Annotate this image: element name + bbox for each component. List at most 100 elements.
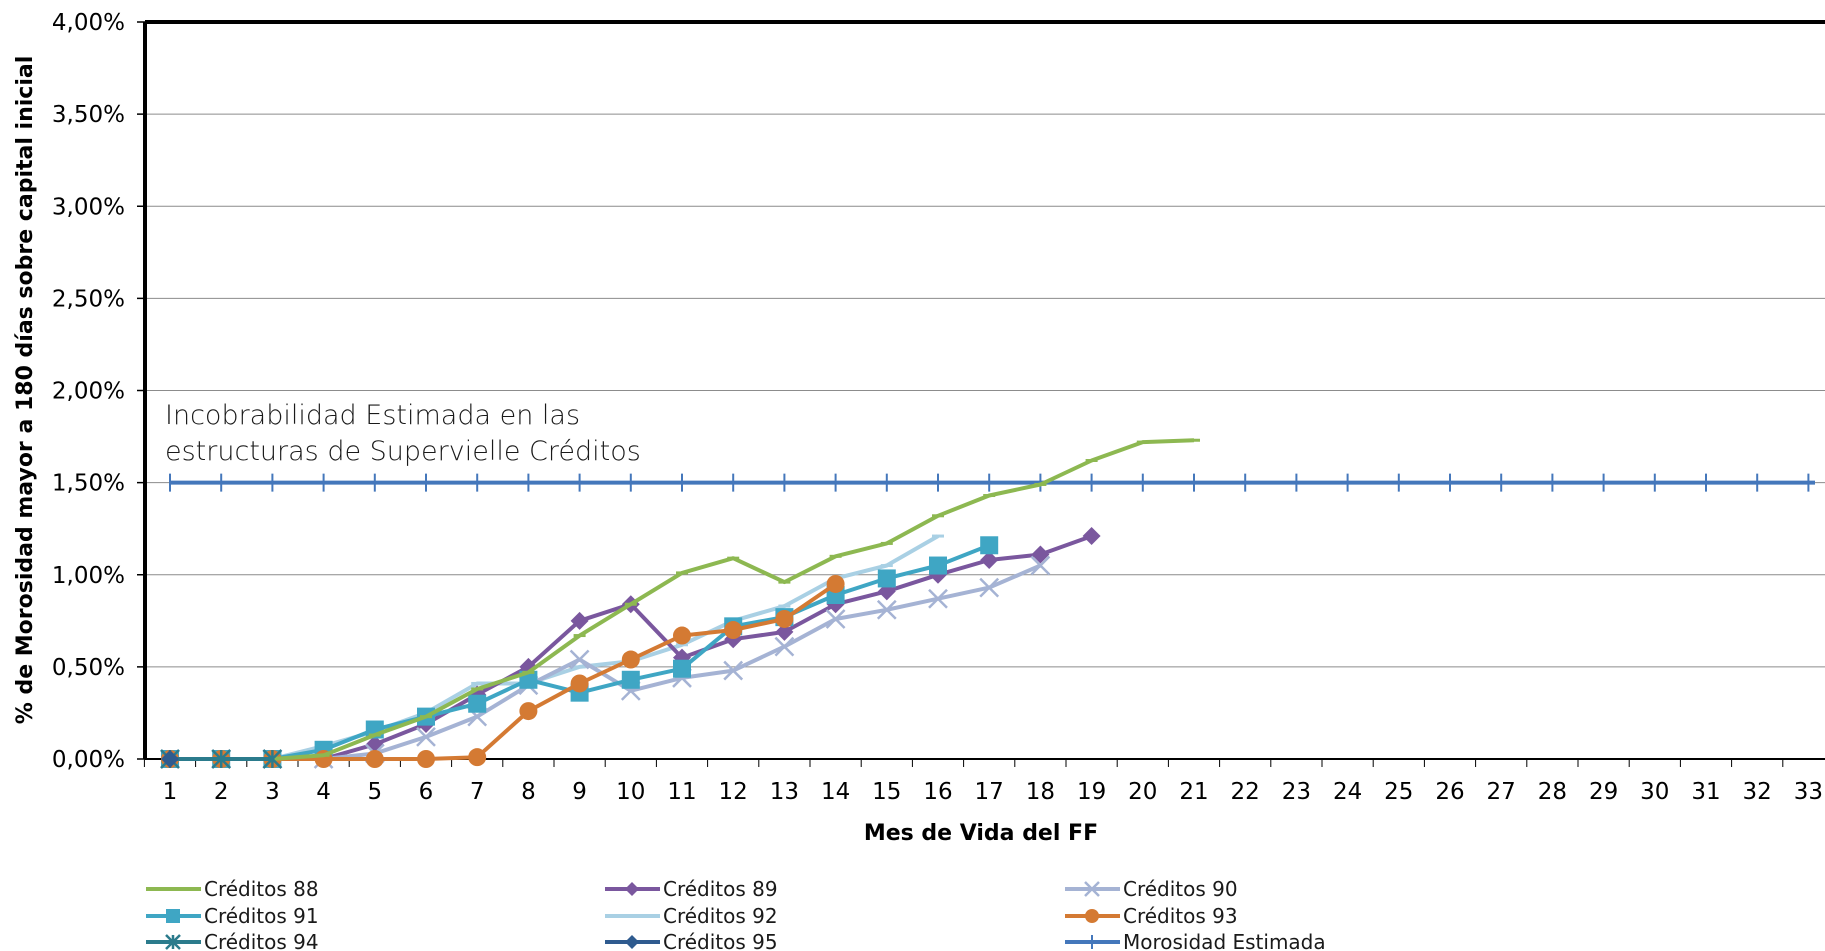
- data-point: [979, 577, 1000, 598]
- data-point: [570, 611, 589, 630]
- series-cr-ditos-88: [164, 438, 1200, 761]
- x-tick-label: 21: [1179, 779, 1208, 805]
- data-point: [166, 909, 180, 923]
- x-tick-label: 8: [521, 779, 536, 805]
- y-tick-label: 0,50%: [52, 655, 125, 681]
- x-tick-label: 10: [616, 779, 645, 805]
- legend-item: Créditos 92: [605, 904, 778, 928]
- data-point: [519, 702, 538, 721]
- y-tick-label: 2,50%: [52, 286, 125, 312]
- data-point: [825, 609, 846, 629]
- y-tick-label: 3,50%: [52, 102, 125, 128]
- series-morosidad-estimada: [169, 473, 1815, 492]
- x-tick-label: 4: [316, 779, 331, 805]
- series-cr-ditos-92: [164, 534, 944, 761]
- data-point: [161, 750, 179, 768]
- x-tick-label: 14: [821, 779, 850, 805]
- y-tick-label: 2,00%: [52, 379, 125, 405]
- data-point: [928, 588, 948, 609]
- y-tick-label: 1,00%: [52, 563, 125, 589]
- x-tick-label: 9: [572, 779, 587, 805]
- data-point: [929, 556, 947, 575]
- data-point: [877, 569, 896, 588]
- data-point: [570, 674, 589, 693]
- data-point: [876, 599, 897, 620]
- data-point: [980, 551, 999, 570]
- data-point: [1031, 545, 1050, 564]
- legend-item: Créditos 93: [1065, 904, 1238, 928]
- x-tick-label: 16: [923, 779, 952, 805]
- y-axis-ticks: 0,00% 0,50% 1,00% 1,50% 2,00% 2,50% 3,00% 3,50%…: [52, 10, 145, 773]
- data-point: [724, 621, 743, 640]
- series-line: [170, 534, 1093, 761]
- annotation-line-1: Incobrabilidad Estimada en las: [165, 400, 580, 431]
- series-line: [170, 543, 990, 761]
- legend-label: Créditos 93: [1123, 904, 1238, 928]
- data-point: [826, 574, 845, 593]
- legend-item: Créditos 89: [605, 877, 778, 901]
- x-tick-label: 3: [265, 779, 280, 805]
- legend-item: Créditos 95: [605, 930, 778, 951]
- y-tick-label: 0,00%: [52, 747, 125, 773]
- data-point: [621, 650, 640, 669]
- legend-item: Morosidad Estimada: [1065, 930, 1326, 951]
- data-point: [673, 626, 691, 645]
- x-tick-label: 26: [1435, 779, 1464, 805]
- legend-label: Créditos 92: [663, 904, 778, 928]
- x-tick-label: 1: [163, 779, 178, 805]
- legend-label: Créditos 88: [204, 877, 319, 901]
- legend-label: Morosidad Estimada: [1123, 930, 1326, 951]
- data-point: [1085, 909, 1099, 923]
- legend-item: Créditos 94: [146, 930, 319, 951]
- series-cr-ditos-93: [161, 574, 845, 768]
- data-point: [165, 934, 181, 950]
- x-tick-label: 27: [1487, 779, 1516, 805]
- legend-label: Créditos 95: [663, 930, 778, 951]
- data-point: [468, 748, 487, 767]
- data-point: [416, 727, 436, 747]
- x-tick-label: 28: [1538, 779, 1567, 805]
- series-cr-ditos-95: [161, 750, 179, 768]
- x-axis-title: Mes de Vida del FF: [864, 821, 1098, 846]
- x-tick-label: 19: [1077, 779, 1106, 805]
- x-tick-label: 23: [1282, 779, 1311, 805]
- data-point: [417, 750, 435, 768]
- x-tick-label: 24: [1333, 779, 1362, 805]
- x-tick-label: 5: [367, 779, 382, 805]
- x-tick-label: 11: [667, 779, 696, 805]
- data-point: [980, 536, 999, 555]
- legend-item: Créditos 90: [1065, 877, 1238, 901]
- x-tick-label: 12: [719, 779, 748, 805]
- data-point: [625, 935, 639, 949]
- y-tick-label: 4,00%: [52, 10, 125, 36]
- x-tick-label: 17: [975, 779, 1004, 805]
- x-tick-label: 30: [1640, 779, 1669, 805]
- data-point: [775, 622, 794, 641]
- data-point: [1082, 527, 1101, 546]
- annotation-line-2: estructuras de Supervielle Créditos: [165, 436, 641, 467]
- x-tick-label: 32: [1743, 779, 1772, 805]
- series-line: [170, 534, 939, 761]
- data-point: [1084, 881, 1100, 897]
- x-tick-label: 18: [1026, 779, 1055, 805]
- x-axis-ticks: 1 2 3 4 5 6 7 8 9 10 11 12 13 14 15 16 17 18 19 20 21 22 23 24 2…: [143, 759, 1823, 805]
- data-point: [774, 636, 795, 657]
- x-tick-label: 22: [1231, 779, 1260, 805]
- data-point: [723, 660, 744, 681]
- x-tick-label: 29: [1589, 779, 1618, 805]
- legend-label: Créditos 94: [204, 930, 319, 951]
- data-point: [775, 609, 794, 628]
- legend-item: Créditos 91: [146, 904, 319, 928]
- x-tick-label: 25: [1384, 779, 1413, 805]
- x-tick-label: 6: [419, 779, 434, 805]
- legend-label: Créditos 91: [204, 904, 319, 928]
- data-point: [569, 649, 590, 670]
- data-point: [468, 694, 487, 713]
- y-axis-title: % de Morosidad mayor a 180 días sobre ca…: [13, 56, 38, 725]
- x-tick-label: 20: [1128, 779, 1157, 805]
- x-tick-label: 15: [872, 779, 901, 805]
- legend: Créditos 88 Créditos 89 Créditos 90 Crédito…: [146, 877, 1326, 951]
- legend-label: Créditos 89: [663, 877, 778, 901]
- y-tick-label: 3,00%: [52, 194, 125, 220]
